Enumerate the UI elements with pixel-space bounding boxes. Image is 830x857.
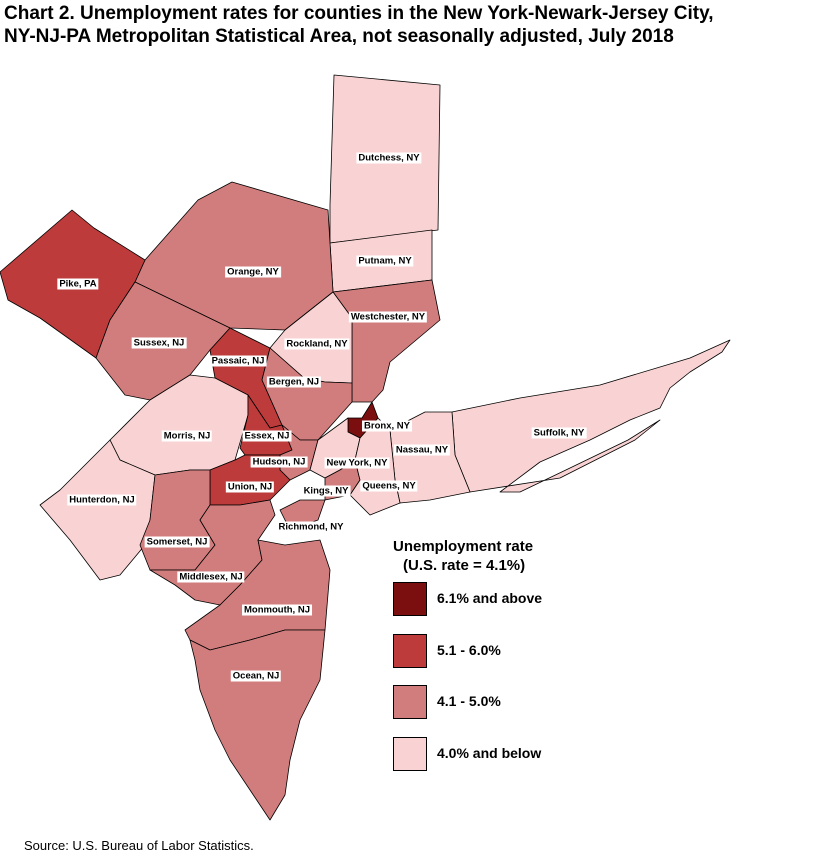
- label-bronx: Bronx, NY: [362, 420, 412, 432]
- label-rockland: Rockland, NY: [284, 338, 350, 350]
- source-note: Source: U.S. Bureau of Labor Statistics.: [24, 838, 254, 853]
- label-queens: Queens, NY: [360, 480, 418, 492]
- legend-label: 4.0% and below: [437, 745, 542, 761]
- label-suffolk: Suffolk, NY: [531, 427, 587, 439]
- county-hunterdon: [39, 439, 156, 581]
- label-passaic: Passaic, NJ: [209, 355, 267, 367]
- label-somerset: Somerset, NJ: [144, 536, 210, 548]
- legend-subtitle: (U.S. rate = 4.1%): [403, 557, 526, 574]
- legend-swatch: [393, 685, 427, 719]
- label-richmond: Richmond, NY: [276, 521, 346, 533]
- legend-label: 6.1% and above: [437, 590, 543, 606]
- legend-swatch: [393, 582, 427, 616]
- chart-title: Chart 2. Unemployment rates for counties…: [4, 2, 828, 48]
- label-middlesex: Middlesex, NJ: [177, 571, 245, 583]
- label-kings: Kings, NY: [301, 485, 351, 497]
- label-dutchess: Dutchess, NY: [356, 152, 422, 164]
- legend-swatch: [393, 634, 427, 668]
- county-suffolk: [451, 339, 731, 493]
- label-pike: Pike, PA: [57, 278, 99, 290]
- label-union: Union, NJ: [225, 481, 275, 493]
- legend-item-5-1-to-6-0: 5.1 - 6.0%: [393, 634, 643, 668]
- title-line-1: Chart 2. Unemployment rates for counties…: [4, 3, 714, 24]
- label-westchester: Westchester, NY: [348, 311, 428, 323]
- label-ocean: Ocean, NJ: [230, 670, 282, 682]
- legend-title-text: Unemployment rate: [393, 538, 534, 555]
- label-hudson: Hudson, NJ: [250, 456, 308, 468]
- label-hunterdon: Hunterdon, NJ: [67, 494, 137, 506]
- legend-item-6-1-and-above: 6.1% and above: [393, 582, 643, 616]
- label-bergen: Bergen, NJ: [266, 376, 322, 388]
- county-ocean: [189, 629, 326, 821]
- label-nassau: Nassau, NY: [393, 444, 451, 456]
- label-monmouth: Monmouth, NJ: [242, 604, 312, 616]
- legend-item-4-0-and-below: 4.0% and below: [393, 737, 643, 771]
- legend-item-4-1-to-5-0: 4.1 - 5.0%: [393, 685, 643, 719]
- label-sussex: Sussex, NJ: [131, 337, 187, 349]
- legend-label: 4.1 - 5.0%: [437, 693, 501, 709]
- legend-title: Unemployment rate (U.S. rate = 4.1%): [393, 537, 653, 575]
- label-new-york: New York, NY: [324, 457, 390, 469]
- label-essex: Essex, NJ: [242, 430, 292, 442]
- label-morris: Morris, NJ: [161, 430, 213, 442]
- legend: Unemployment rate (U.S. rate = 4.1%) 6.1…: [393, 537, 653, 771]
- label-putnam: Putnam, NY: [356, 255, 414, 267]
- label-orange: Orange, NY: [225, 266, 281, 278]
- title-line-2: NY-NJ-PA Metropolitan Statistical Area, …: [4, 26, 674, 47]
- legend-label: 5.1 - 6.0%: [437, 642, 501, 658]
- legend-swatch: [393, 737, 427, 771]
